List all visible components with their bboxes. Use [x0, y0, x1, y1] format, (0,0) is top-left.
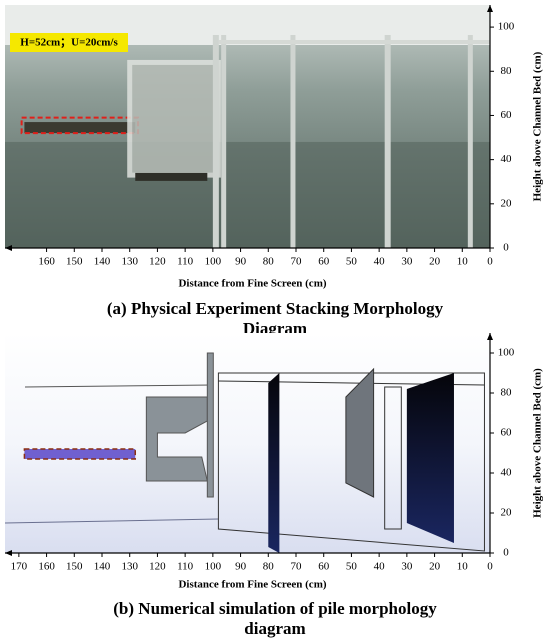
x-tick-label: 150: [66, 561, 83, 573]
x-tick-label: 80: [263, 561, 275, 573]
x-tick-label: 30: [401, 256, 413, 268]
y-tick-label: 60: [501, 109, 513, 121]
x-arrow: [5, 245, 12, 251]
y-tick-label: 60: [501, 427, 513, 439]
sim-line: [4, 518, 219, 524]
x-tick-label: 170: [11, 561, 28, 573]
x-tick-label: 120: [149, 256, 166, 268]
y-arrow: [487, 5, 493, 12]
x-tick-label: 70: [291, 561, 303, 573]
sim-plate: [268, 373, 280, 553]
y-tick-label: 20: [501, 197, 513, 209]
frame-post: [467, 35, 473, 248]
cage: [127, 59, 221, 178]
frame-post: [384, 35, 391, 248]
y-axis-label: Height above Channel Bed (cm): [532, 368, 544, 518]
x-tick-label: 100: [205, 256, 222, 268]
sim-plate: [406, 373, 454, 543]
x-tick-label: 110: [177, 561, 194, 573]
pile: [24, 122, 136, 134]
sim-plate: [345, 367, 375, 498]
y-axis-label: Height above Channel Bed (cm): [532, 51, 544, 201]
annotation-box: [10, 33, 128, 52]
y-tick-label: 0: [503, 547, 509, 559]
x-tick-label: 150: [66, 256, 83, 268]
y-tick-label: 20: [501, 507, 513, 519]
x-tick-label: 40: [374, 561, 386, 573]
x-tick-label: 160: [38, 561, 55, 573]
x-arrow: [5, 550, 12, 556]
y-tick-label: 40: [501, 467, 513, 479]
sim-post: [206, 352, 214, 498]
water-dark: [5, 141, 490, 248]
x-tick-label: 0: [487, 256, 493, 268]
x-tick-label: 60: [318, 256, 330, 268]
caption: (b) Numerical simulation of pile morphol…: [113, 599, 437, 638]
x-tick-label: 50: [346, 256, 358, 268]
x-tick-label: 10: [457, 256, 469, 268]
x-tick-label: 0: [487, 561, 493, 573]
x-axis-label: Distance from Fine Screen (cm): [178, 278, 326, 290]
sim-plate: [384, 386, 402, 530]
x-tick-label: 160: [38, 256, 55, 268]
x-tick-label: 140: [94, 561, 111, 573]
caption-line: diagram: [244, 619, 305, 638]
y-tick-label: 100: [498, 21, 515, 33]
x-tick-label: 50: [346, 561, 358, 573]
x-tick-label: 90: [235, 256, 247, 268]
sim-frame: [217, 372, 485, 552]
y-tick-label: 0: [503, 242, 509, 254]
x-tick-label: 130: [121, 561, 138, 573]
x-tick-label: 130: [121, 256, 138, 268]
x-tick-label: 90: [235, 561, 247, 573]
x-tick-label: 30: [401, 561, 413, 573]
frame-post: [290, 35, 296, 248]
x-tick-label: 10: [457, 561, 469, 573]
frame-post: [212, 35, 219, 248]
caption-line: (a) Physical Experiment Stacking Morphol…: [107, 299, 444, 318]
frame-post: [221, 35, 227, 248]
x-tick-label: 110: [177, 256, 194, 268]
caption: (a) Physical Experiment Stacking Morphol…: [107, 299, 444, 338]
y-tick-label: 80: [501, 65, 513, 77]
x-tick-label: 20: [429, 256, 441, 268]
x-tick-label: 40: [374, 256, 386, 268]
x-tick-label: 140: [94, 256, 111, 268]
x-tick-label: 60: [318, 561, 330, 573]
x-tick-label: 70: [291, 256, 303, 268]
y-arrow: [487, 333, 493, 340]
x-tick-label: 20: [429, 561, 441, 573]
x-axis-label: Distance from Fine Screen (cm): [178, 579, 326, 591]
sim-pile: [23, 448, 137, 460]
y-tick-label: 40: [501, 153, 513, 165]
x-tick-label: 100: [205, 561, 222, 573]
y-tick-label: 100: [498, 347, 515, 359]
cage-base: [135, 172, 208, 181]
x-tick-label: 80: [263, 256, 275, 268]
sim-line: [24, 384, 213, 388]
caption-line: (b) Numerical simulation of pile morphol…: [113, 599, 437, 618]
y-tick-label: 80: [501, 387, 513, 399]
panel: 170 160 150 140 130 120 110 100 90 80 70 60 50 40 30 20…: [4, 333, 544, 638]
x-tick-label: 120: [149, 561, 166, 573]
annotation: H=52cm；U=20cm/s: [20, 37, 118, 49]
